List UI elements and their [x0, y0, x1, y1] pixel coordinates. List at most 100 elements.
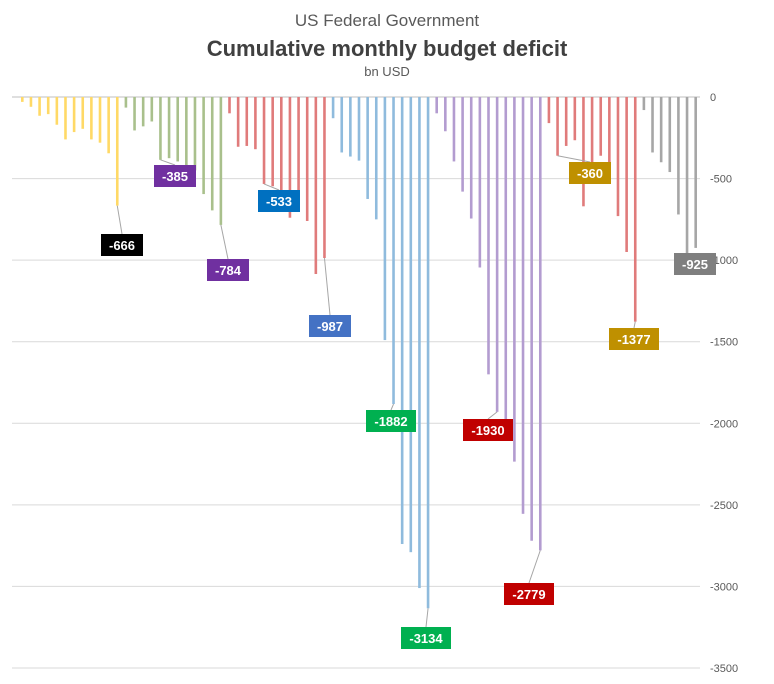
- y-tick-label: -2000: [710, 418, 738, 430]
- bar: [202, 97, 205, 195]
- bar: [254, 97, 257, 150]
- bar: [150, 97, 154, 122]
- annotation-leader: [633, 321, 636, 329]
- annotation-box: [366, 410, 416, 432]
- bar: [107, 97, 110, 154]
- annotation-leader: [323, 257, 331, 316]
- bar: [64, 97, 67, 140]
- bar: [608, 97, 611, 181]
- bar: [245, 97, 249, 146]
- bar: [236, 97, 240, 147]
- bar: [452, 97, 456, 162]
- bar: [556, 97, 559, 156]
- annotation-box: [207, 259, 249, 281]
- annotation-leader: [528, 550, 541, 584]
- bar: [409, 97, 413, 553]
- annotation-box: [154, 165, 196, 187]
- bar: [323, 97, 326, 259]
- annotation-label: -1882: [374, 414, 407, 429]
- bar: [90, 97, 93, 140]
- bar: [349, 97, 352, 157]
- bar: [564, 97, 568, 146]
- chart-unit-label: bn USD: [364, 64, 410, 79]
- bar: [29, 97, 33, 107]
- bar: [115, 97, 119, 206]
- bar: [469, 97, 473, 219]
- bar: [331, 97, 335, 119]
- bar: [478, 97, 482, 268]
- chart-subtitle: Cumulative monthly budget deficit: [206, 36, 568, 61]
- annotation-leader: [220, 224, 229, 260]
- bar: [487, 97, 490, 375]
- annotation-box: [674, 253, 716, 275]
- annotation-leader: [487, 411, 498, 420]
- annotation-box: [609, 328, 659, 350]
- bar: [185, 97, 188, 166]
- bar: [383, 97, 387, 341]
- bar: [262, 97, 266, 184]
- y-tick-label: 0: [710, 92, 716, 104]
- bar: [374, 97, 378, 220]
- annotation-leader: [557, 155, 591, 163]
- bar: [98, 97, 102, 143]
- bar: [677, 97, 680, 215]
- annotation-box: [504, 583, 554, 605]
- y-tick-label: -1500: [710, 337, 738, 349]
- annotation-leader: [263, 183, 280, 191]
- y-tick-label: -500: [710, 174, 732, 186]
- annotation-label: -385: [162, 169, 188, 184]
- bar: [288, 97, 292, 218]
- bar: [547, 97, 551, 124]
- bar: [694, 97, 697, 248]
- bar: [46, 97, 50, 115]
- y-tick-label: -1000: [710, 255, 738, 267]
- annotation-label: -1930: [471, 423, 504, 438]
- bar: [573, 97, 577, 141]
- bar: [521, 97, 525, 514]
- bar: [314, 97, 318, 275]
- y-tick-label: -3000: [710, 581, 738, 593]
- bar: [625, 97, 628, 252]
- bar: [176, 97, 180, 162]
- annotation-leader: [160, 159, 176, 166]
- y-tick-label: -3500: [710, 663, 738, 675]
- bar: [210, 97, 214, 211]
- annotation-label: -987: [317, 319, 343, 334]
- bar: [642, 97, 646, 111]
- annotation-label: -533: [266, 194, 292, 209]
- bar: [219, 97, 223, 225]
- bar: [124, 97, 128, 108]
- bar: [297, 97, 300, 212]
- bar: [659, 97, 663, 163]
- bar: [141, 97, 145, 127]
- bar: [305, 97, 309, 221]
- bar: [513, 97, 516, 462]
- bar: [435, 97, 438, 114]
- bar: [633, 97, 637, 322]
- bar: [651, 97, 654, 153]
- bar: [400, 97, 404, 545]
- bar: [685, 97, 689, 271]
- annotation-box: [569, 162, 611, 184]
- bar: [538, 97, 542, 551]
- bar: [38, 97, 41, 116]
- bar: [495, 97, 499, 412]
- annotation-label: -666: [109, 238, 135, 253]
- bar: [616, 97, 620, 217]
- y-tick-label: -2500: [710, 500, 738, 512]
- bar: [461, 97, 464, 192]
- chart-title: US Federal Government: [294, 11, 480, 30]
- bar: [392, 97, 395, 405]
- bar: [228, 97, 231, 114]
- annotation-leader: [116, 205, 123, 235]
- bar: [530, 97, 533, 541]
- annotation-label: -2779: [512, 587, 545, 602]
- annotation-box: [258, 190, 300, 212]
- annotation-label: -1377: [617, 332, 650, 347]
- bar: [444, 97, 447, 132]
- annotation-label: -3134: [409, 631, 443, 646]
- annotation-label: -360: [577, 166, 603, 181]
- bar: [426, 97, 430, 609]
